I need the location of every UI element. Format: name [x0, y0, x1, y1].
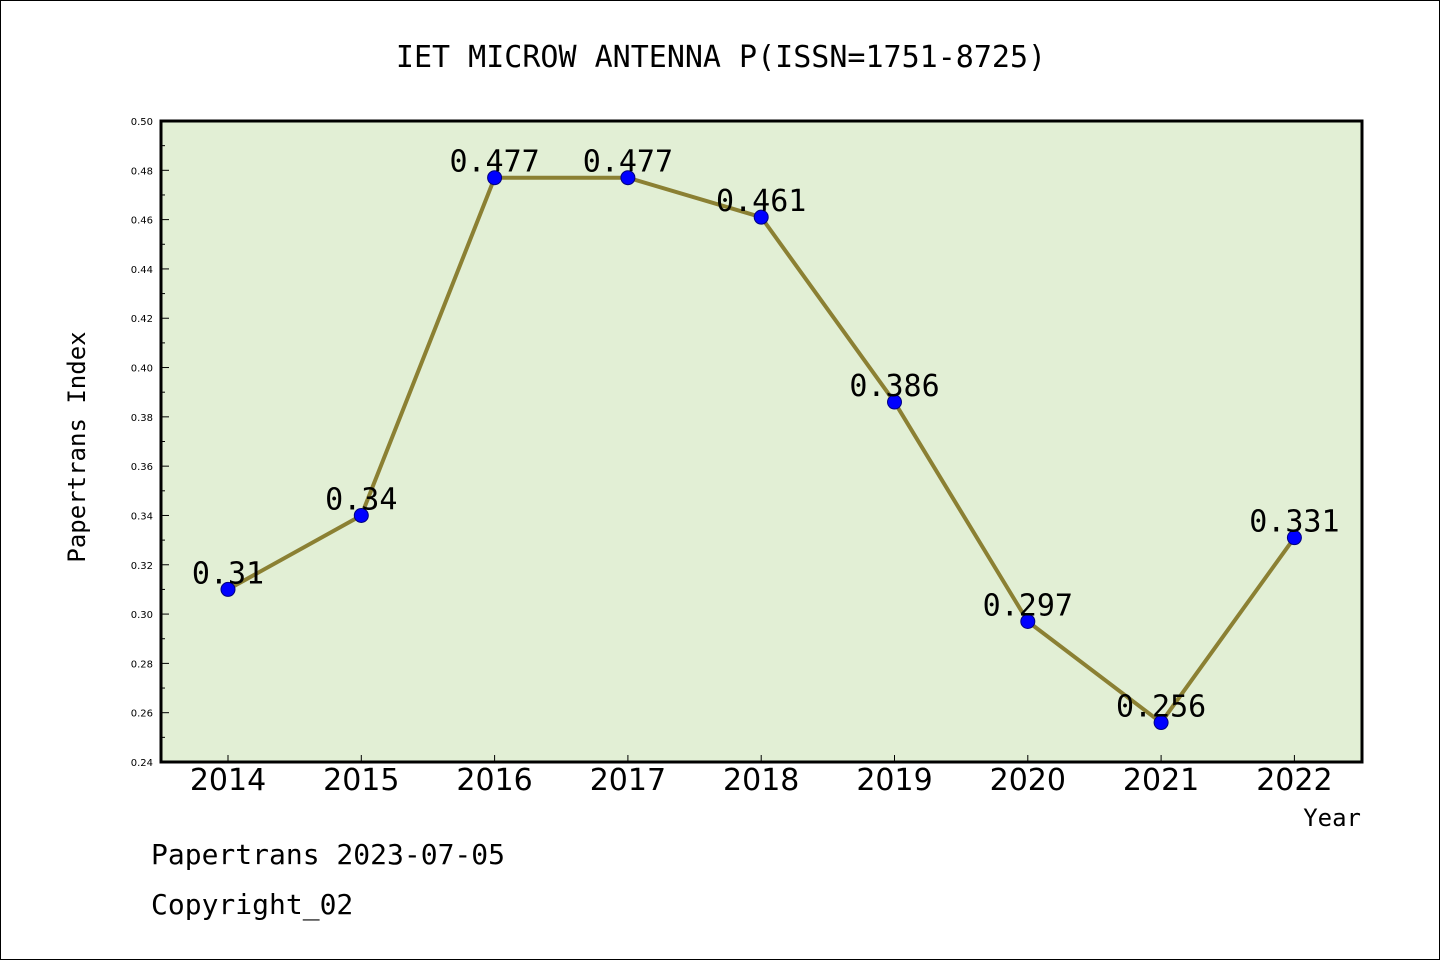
data-point [487, 170, 503, 186]
data-label: 0.386 [849, 369, 939, 404]
data-point [753, 209, 769, 225]
x-tick-label: 2014 [190, 763, 266, 798]
y-tick-label: 0.40 [131, 364, 153, 375]
plot-area [159, 119, 1364, 764]
y-tick-label: 0.26 [131, 709, 153, 720]
data-point [1286, 530, 1302, 546]
y-tick-label: 0.50 [131, 117, 153, 128]
y-tick-label: 0.34 [131, 511, 153, 522]
data-point [1153, 715, 1169, 731]
y-tick-label: 0.42 [131, 314, 153, 325]
data-point [887, 394, 902, 410]
data-point [353, 507, 369, 523]
y-tick-label: 0.28 [131, 659, 153, 670]
y-axis-label: Papertrans Index [63, 331, 91, 562]
x-tick-label: 2021 [1123, 763, 1199, 798]
x-axis-label: Year [1303, 804, 1361, 832]
x-tick-label: 2017 [590, 763, 666, 798]
x-tick-label: 2016 [456, 763, 532, 798]
data-label: 0.256 [1116, 690, 1206, 725]
data-point [220, 581, 236, 597]
data-label: 0.477 [449, 145, 539, 180]
footer-date: Papertrans 2023-07-05 [151, 838, 505, 871]
footer-copyright: Copyright_02 [151, 888, 353, 922]
y-tick-label: 0.36 [131, 462, 153, 473]
chart-title: IET MICROW ANTENNA P(ISSN=1751-8725) [396, 40, 1046, 75]
x-tick-label: 2015 [323, 763, 399, 798]
data-label: 0.477 [583, 145, 673, 180]
x-tick-label: 2018 [723, 763, 799, 798]
x-tick-label: 2019 [856, 763, 932, 798]
data-label: 0.297 [983, 588, 1073, 623]
y-tick-label: 0.46 [131, 216, 153, 227]
y-tick-label: 0.24 [131, 758, 153, 769]
y-tick-label: 0.44 [131, 265, 153, 276]
data-point [1020, 613, 1036, 629]
data-label: 0.34 [325, 482, 397, 517]
y-tick-label: 0.32 [131, 561, 153, 572]
x-tick-label: 2022 [1256, 763, 1332, 798]
y-tick-label: 0.30 [131, 610, 153, 621]
y-tick-label: 0.38 [131, 413, 153, 424]
data-label: 0.31 [192, 556, 264, 591]
x-tick-label: 2020 [990, 763, 1066, 798]
data-label: 0.461 [716, 184, 806, 219]
data-label: 0.331 [1249, 505, 1339, 540]
data-point [620, 170, 636, 186]
y-tick-label: 0.48 [131, 166, 153, 177]
